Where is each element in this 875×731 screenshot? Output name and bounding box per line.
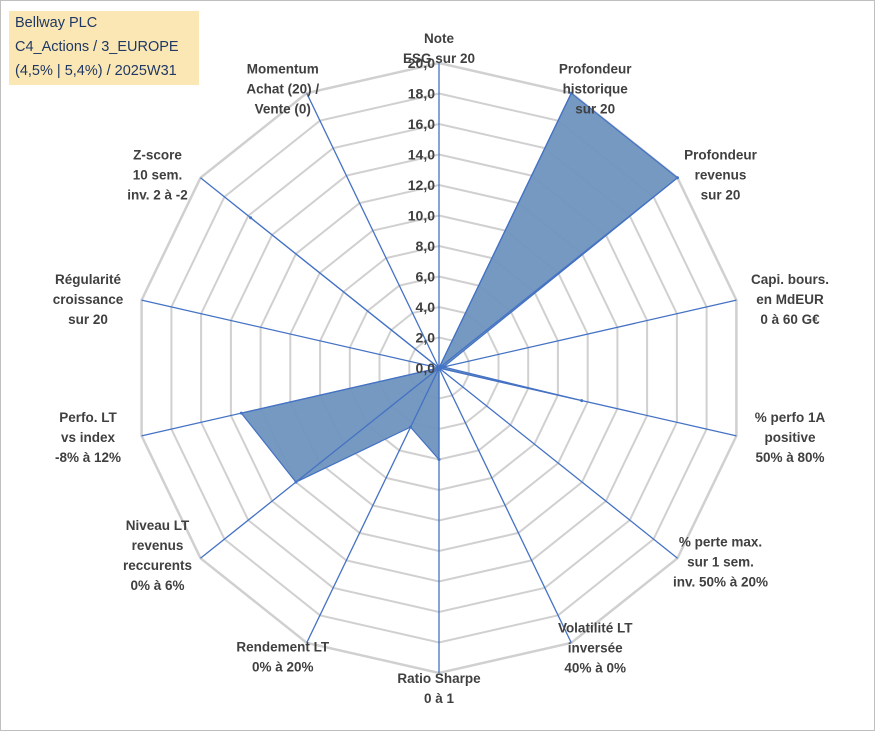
tick-label: 2,0: [416, 330, 436, 346]
category-label: 10 sem.: [133, 168, 183, 183]
tick-label: 16,0: [408, 116, 435, 132]
data-point: [580, 399, 584, 403]
category-label: croissance: [53, 292, 124, 307]
tick-label: 4,0: [416, 299, 436, 315]
category-label: reccurents: [123, 558, 192, 573]
category-label: Profondeur: [559, 62, 632, 77]
category-label: Rendement LT: [236, 639, 330, 654]
axis-spoke: [438, 367, 678, 559]
category-label: 0 à 60 G€: [760, 312, 820, 327]
category-label: historique: [563, 82, 629, 97]
category-label: vs index: [61, 430, 116, 445]
axis-spoke: [200, 177, 440, 369]
category-label: Volatilité LT: [558, 620, 633, 635]
category-label: sur 20: [575, 102, 615, 117]
category-label: inversée: [568, 640, 623, 655]
category-label: 40% à 0%: [564, 660, 626, 675]
tick-label: 10,0: [408, 208, 435, 224]
axis-spoke: [438, 299, 737, 369]
category-label: Capi. bours.: [751, 272, 829, 287]
category-label: Niveau LT: [126, 518, 190, 533]
axis-spoke: [438, 177, 678, 369]
category-label: % perfo 1A: [755, 410, 826, 425]
category-label: Régularité: [55, 272, 122, 287]
category-label: sur 20: [68, 312, 108, 327]
data-point: [437, 458, 441, 461]
chart-title-box: Bellway PLC C4_Actions / 3_EUROPE (4,5% …: [9, 11, 199, 85]
category-label: Perfo. LT: [59, 410, 117, 425]
category-label: 50% à 80%: [755, 450, 824, 465]
title-line-period: (4,5% | 5,4%) / 2025W31: [15, 63, 177, 79]
data-point: [409, 425, 412, 429]
title-line-category: C4_Actions / 3_EUROPE: [15, 39, 179, 55]
category-label: -8% à 12%: [55, 450, 121, 465]
category-label: Achat (20) /: [246, 82, 319, 97]
category-label: ESG sur 20: [403, 51, 475, 66]
tick-label: 0,0: [416, 360, 436, 376]
title-line-company: Bellway PLC: [15, 15, 98, 31]
category-label: inv. 2 à -2: [127, 188, 188, 203]
category-label: positive: [764, 430, 816, 445]
category-label: sur 20: [701, 188, 741, 203]
tick-label: 12,0: [408, 177, 435, 193]
category-label: Note: [424, 31, 454, 46]
category-label: en MdEUR: [756, 292, 824, 307]
tick-label: 18,0: [408, 86, 435, 102]
data-point: [676, 176, 679, 180]
category-label: Ratio Sharpe: [397, 671, 481, 686]
category-label: 0% à 20%: [252, 659, 314, 674]
tick-label: 6,0: [416, 269, 436, 285]
tick-label: 8,0: [416, 238, 436, 254]
axis-spoke: [141, 299, 440, 369]
tick-label: 20,0: [408, 55, 435, 71]
data-point: [249, 216, 253, 220]
category-label: 0% à 6%: [130, 578, 184, 593]
data-point: [442, 365, 445, 369]
tick-label: 14,0: [408, 147, 435, 163]
category-label: Z-score: [133, 148, 182, 163]
axis-spoke: [141, 367, 440, 437]
axis-spoke: [200, 367, 440, 559]
category-label: Vente (0): [255, 102, 311, 117]
category-label: % perte max.: [679, 534, 762, 549]
axis-spoke: [438, 367, 737, 437]
data-point: [437, 366, 441, 370]
category-label: 0 à 1: [424, 691, 455, 706]
axis-spoke: [306, 92, 440, 369]
axis-spoke: [438, 92, 572, 369]
data-point: [569, 91, 573, 95]
category-label: sur 1 sem.: [687, 554, 754, 569]
category-label: revenus: [132, 538, 184, 553]
data-point: [294, 480, 298, 484]
category-label: inv. 50% à 20%: [673, 574, 768, 589]
category-label: Profondeur: [684, 148, 757, 163]
axis-spoke: [438, 367, 572, 644]
category-label: revenus: [695, 168, 747, 183]
data-point: [239, 411, 243, 415]
category-label: Momentum: [247, 62, 319, 77]
axis-spoke: [306, 367, 440, 644]
